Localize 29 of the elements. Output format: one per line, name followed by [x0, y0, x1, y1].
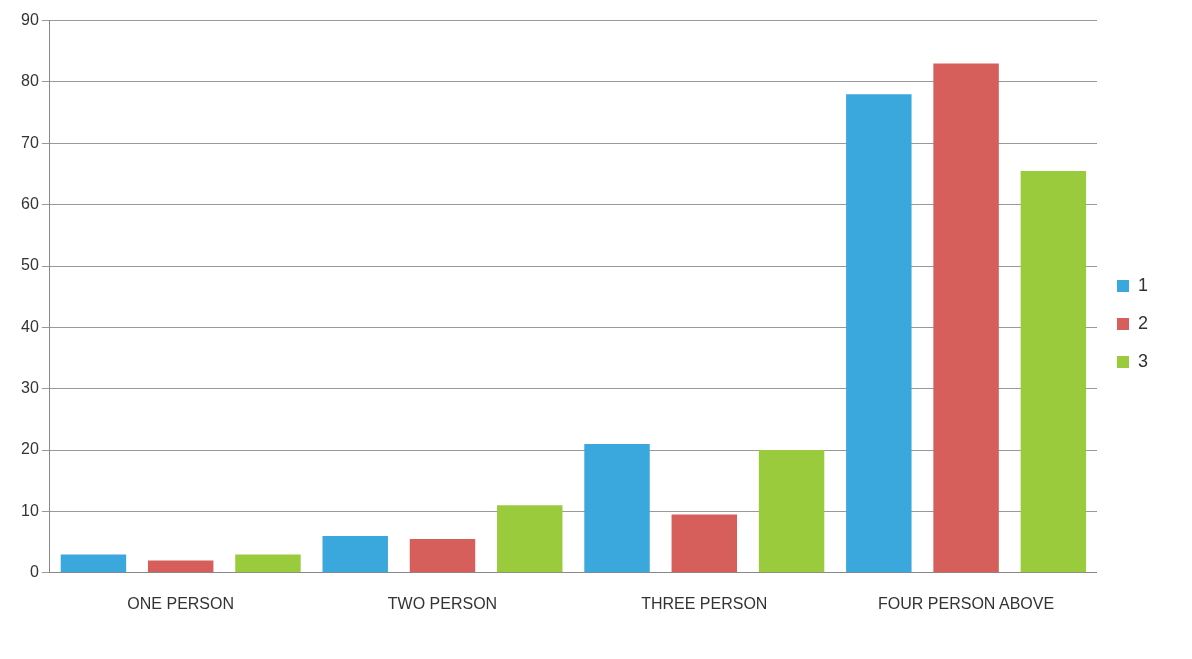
- y-tick-label: 30: [21, 379, 39, 397]
- bar: [846, 94, 912, 573]
- x-tick-label: FOUR PERSON ABOVE: [878, 594, 1055, 612]
- bar: [671, 514, 738, 573]
- bar: [235, 554, 301, 573]
- bar: [409, 539, 476, 573]
- y-tick-label: 40: [21, 317, 39, 335]
- bar: [584, 443, 650, 573]
- bar: [60, 554, 127, 573]
- y-tick-label: 10: [21, 501, 39, 519]
- y-tick-label: 20: [21, 440, 39, 458]
- y-tick-label: 70: [21, 133, 39, 151]
- y-tick-label: 90: [21, 11, 39, 29]
- bar: [322, 535, 388, 573]
- bar: [1020, 170, 1087, 573]
- legend-label: 3: [1137, 350, 1148, 371]
- bar: [758, 450, 825, 573]
- y-tick-label: 60: [21, 195, 39, 213]
- bar: [933, 63, 999, 573]
- legend-label: 1: [1137, 274, 1148, 295]
- x-tick-label: ONE PERSON: [127, 594, 235, 612]
- x-tick-label: TWO PERSON: [387, 594, 498, 612]
- legend-label: 2: [1137, 312, 1148, 333]
- x-tick-label: THREE PERSON: [641, 594, 768, 612]
- bar: [147, 560, 214, 573]
- bar: [497, 505, 563, 573]
- y-tick-label: 50: [21, 256, 39, 274]
- y-tick-label: 0: [29, 563, 39, 581]
- y-tick-label: 80: [21, 72, 39, 90]
